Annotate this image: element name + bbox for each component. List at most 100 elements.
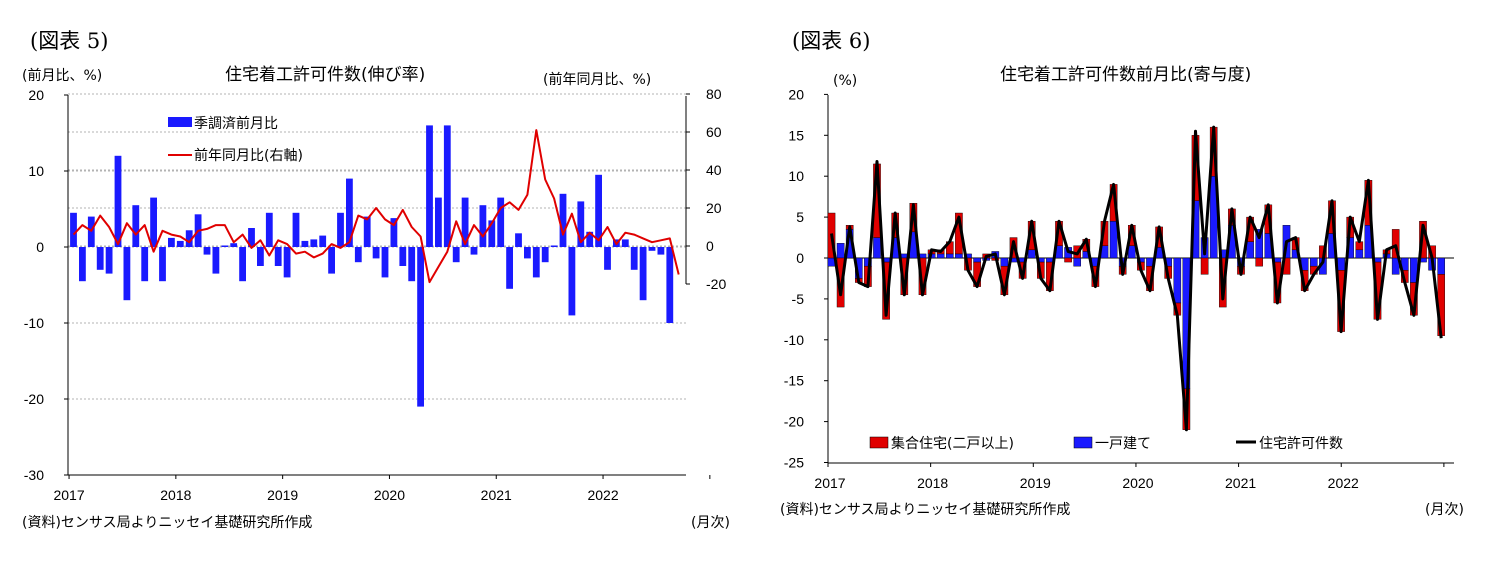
legend-swatch-multi (869, 436, 889, 449)
y-tick-label: -20 (784, 414, 804, 430)
figure5-x-unit: (月次) (691, 515, 730, 531)
bar-monthly-change (176, 240, 184, 247)
right-tick-label: 60 (706, 124, 722, 140)
bar-monthly-change (221, 245, 229, 247)
bar-multi-family (836, 257, 845, 308)
bar-monthly-change (96, 247, 104, 270)
bar-monthly-change (408, 247, 416, 282)
figure5-title: 住宅着工許可件数(伸び率) (225, 65, 425, 85)
bar-single-family (873, 237, 881, 259)
bar-monthly-change (150, 197, 157, 247)
bar-monthly-change (319, 235, 327, 247)
bar-monthly-change (248, 228, 255, 247)
bar-single-family (1027, 249, 1036, 259)
x-tick-label: 2017 (53, 487, 84, 503)
y-tick-label: 15 (788, 127, 804, 143)
y-tick-label: 5 (796, 209, 804, 225)
y-tick-label: 10 (788, 168, 804, 184)
bar-monthly-change (532, 247, 540, 278)
bar-monthly-change (292, 212, 300, 247)
figure6-x-unit: (月次) (1425, 502, 1464, 518)
bar-monthly-change (666, 247, 674, 323)
bar-monthly-change (568, 247, 576, 316)
x-tick-label: 2022 (1328, 475, 1359, 491)
x-tick-label: 2020 (1122, 475, 1153, 491)
figure5-right-unit: (前年同月比、%) (543, 71, 651, 88)
bar-multi-family (1255, 257, 1263, 267)
bar-monthly-change (328, 247, 335, 274)
bar-monthly-change (310, 239, 318, 247)
y-tick-label: -10 (784, 332, 804, 348)
bar-monthly-change (265, 212, 273, 247)
bar-single-family (946, 253, 954, 259)
bar-single-family (1109, 220, 1118, 259)
right-tick-label: 0 (706, 238, 714, 254)
bar-monthly-change (577, 201, 585, 247)
line-yoy (72, 129, 680, 284)
bar-monthly-change (363, 216, 371, 247)
bar-monthly-change (274, 247, 282, 266)
bar-single-family (1355, 249, 1364, 259)
bar-monthly-change (488, 220, 496, 247)
bar-single-family (973, 257, 981, 263)
legend-swatch-single (1073, 436, 1093, 449)
bar-monthly-change (203, 247, 211, 255)
x-tick-label: 2021 (1225, 475, 1256, 491)
bar-monthly-change (648, 247, 656, 251)
figure5-label: (図表 5) (30, 29, 108, 53)
bar-monthly-change (621, 239, 629, 247)
bar-monthly-change (257, 247, 264, 266)
bar-monthly-change (114, 155, 122, 247)
figure6-label: (図表 6) (792, 29, 870, 53)
bar-monthly-change (372, 247, 380, 259)
figure6-y-unit: (%) (833, 73, 857, 89)
bar-single-family (936, 253, 945, 259)
bar-single-family (1337, 257, 1345, 271)
bar-monthly-change (541, 247, 549, 263)
bar-monthly-change (639, 247, 647, 301)
bar-monthly-change (586, 231, 594, 247)
bar-monthly-change (354, 247, 362, 263)
bar-single-family (1073, 257, 1081, 267)
figure6-title: 住宅着工許可件数前月比(寄与度) (1000, 65, 1251, 85)
y-tick-label: 0 (796, 250, 804, 266)
figure5-source: (資料)センサス局よりニッセイ基礎研究所作成 (22, 514, 312, 531)
right-tick-label: 80 (706, 86, 722, 102)
bar-monthly-change (79, 247, 86, 282)
bar-single-family (1246, 241, 1254, 259)
bar-single-family (1173, 257, 1182, 304)
bar-monthly-change (470, 247, 478, 255)
bar-monthly-change (105, 247, 113, 274)
bar-multi-family (1200, 257, 1209, 275)
bar-single-family (1437, 257, 1445, 275)
left-tick-label: 0 (36, 239, 44, 255)
left-tick-label: 10 (28, 163, 44, 179)
bar-monthly-change (337, 212, 344, 247)
bar-monthly-change (435, 197, 442, 247)
bar-monthly-change (185, 230, 193, 247)
bar-monthly-change (301, 240, 309, 247)
bar-single-family (955, 253, 963, 259)
bar-monthly-change (657, 247, 665, 255)
legend-swatch-bar (168, 117, 192, 127)
bar-single-family (1000, 257, 1009, 267)
x-tick-label: 2018 (917, 475, 948, 491)
bar-monthly-change (230, 243, 238, 247)
figure5-bar-series (70, 125, 674, 407)
x-tick-label: 2018 (160, 487, 191, 503)
bar-monthly-change (452, 247, 460, 263)
bar-single-family (1309, 257, 1318, 267)
bar-monthly-change (123, 247, 131, 301)
figure5-gridlines (68, 93, 686, 400)
figure5-line-series (72, 129, 680, 284)
bar-monthly-change (417, 247, 424, 407)
bar-multi-family (1391, 229, 1400, 259)
left-tick-label: -20 (24, 391, 44, 407)
x-tick-label: 2019 (1020, 475, 1051, 491)
right-tick-label: 20 (706, 200, 722, 216)
bar-monthly-change (132, 205, 140, 247)
x-tick-label: 2022 (587, 487, 618, 503)
bar-monthly-change (212, 247, 220, 274)
legend-label-yoy: 前年同月比(右軸) (194, 147, 303, 164)
figure5-tick-labels: 20 10 0 -10 -20 -30 80 60 40 20 0 -20 2017 2018 2019 20… (24, 86, 727, 503)
